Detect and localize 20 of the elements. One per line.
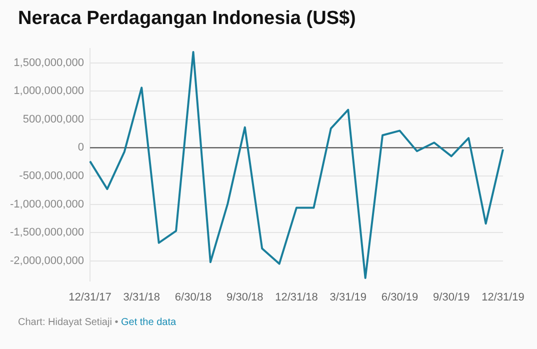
x-tick-label: 12/31/18 [275,291,318,304]
x-tick-label: 3/31/19 [330,291,366,304]
x-tick-label: 9/30/19 [433,291,470,304]
x-tick-label: 6/30/19 [381,291,418,304]
y-tick-label: 1,500,000,000 [14,56,84,69]
y-tick-label: -2,000,000,000 [10,255,84,268]
x-tick-label: 3/31/18 [123,291,160,304]
y-tick-label: 1,000,000,000 [14,85,84,98]
x-tick-label: 9/30/18 [226,291,264,304]
x-tick-label: 6/30/18 [174,291,212,304]
text: Chart: Hidayat Setiaji • [18,317,118,328]
x-tick-label: 12/31/19 [482,291,524,304]
y-tick-label: -1,000,000,000 [10,198,84,210]
y-tick-label: -1,500,000,000 [10,226,84,239]
y-tick-label: 0 [78,142,84,154]
y-tick-label: 500,000,000 [22,113,84,126]
y-tick-label: -500,000,000 [19,170,84,182]
x-tick-label: 12/31/17 [68,291,112,304]
text: Get the data [121,317,176,328]
chart-title: Neraca Perdagangan Indonesia (US$) [18,8,356,30]
